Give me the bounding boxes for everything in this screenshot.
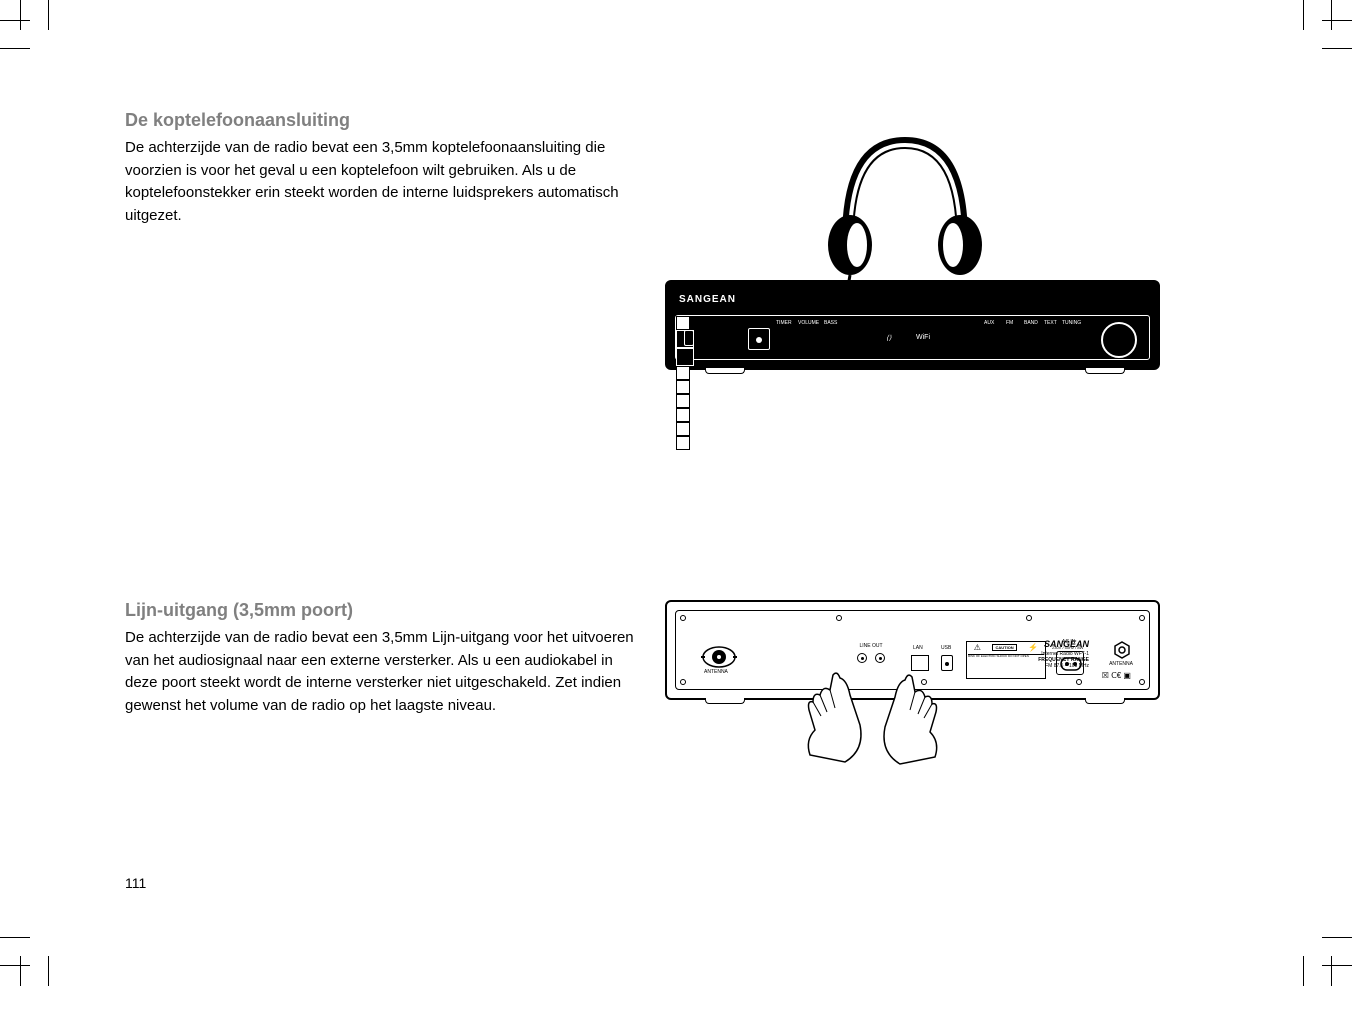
knob-band — [676, 408, 690, 422]
section-headphone: De koptelefoonaansluiting De achterzijde… — [125, 110, 1225, 380]
knob-4 — [676, 366, 690, 380]
crop-mark — [1303, 956, 1304, 986]
radio-body: SANGEAN ⟨⟩ WiFi — [665, 280, 1160, 370]
brand-label: SANGEAN — [679, 294, 736, 305]
crop-mark — [1322, 48, 1352, 49]
foot-left — [705, 698, 745, 704]
screw — [1026, 615, 1032, 621]
freq-range: FM 87.5 – 108 MHz — [1045, 663, 1089, 669]
foot-right — [1085, 368, 1125, 374]
label-timer: TIMER — [776, 320, 792, 326]
foot-right — [1085, 698, 1125, 704]
label-aux: AUX — [984, 320, 994, 326]
crop-mark — [1322, 937, 1352, 938]
crop-mark — [0, 965, 30, 966]
text-column: Lijn-uitgang (3,5mm poort) De achterzijd… — [125, 600, 635, 717]
crop-mark — [48, 956, 49, 986]
section-heading: De koptelefoonaansluiting — [125, 110, 635, 131]
screw — [680, 679, 686, 685]
illustration-headphone: SANGEAN ⟨⟩ WiFi — [665, 110, 1225, 380]
display-window — [748, 328, 770, 350]
screw — [1139, 679, 1145, 685]
wifi-label: WiFi — [916, 334, 930, 341]
crop-mark — [1331, 956, 1332, 986]
screw — [680, 615, 686, 621]
crop-mark — [0, 48, 30, 49]
crop-mark — [1322, 20, 1352, 21]
label-fm: FM — [1006, 320, 1013, 326]
label-bass: BASS — [824, 320, 837, 326]
knob-bass — [676, 348, 694, 366]
foot-left — [705, 368, 745, 374]
hand-right-icon — [865, 672, 950, 767]
crop-mark — [20, 956, 21, 986]
usb-label: USB — [941, 645, 951, 651]
section-body: De achterzijde van de radio bevat een 3,… — [125, 137, 635, 227]
back-brand: SANGEAN — [1044, 639, 1089, 649]
front-panel: ⟨⟩ WiFi TIMER VOLUME BASS AUX — [675, 315, 1150, 360]
screw — [1139, 615, 1145, 621]
section-heading: Lijn-uitgang (3,5mm poort) — [125, 600, 635, 621]
knob-text — [676, 422, 690, 436]
crop-mark — [1303, 0, 1304, 30]
lan-port — [911, 655, 929, 671]
power-button — [684, 330, 694, 346]
crop-mark — [0, 20, 30, 21]
knob-fm — [676, 394, 690, 408]
logo-text: ⟨⟩ — [886, 334, 891, 342]
crop-mark — [1322, 965, 1352, 966]
label-volume: VOLUME — [798, 320, 819, 326]
tuning-dial — [1101, 322, 1137, 358]
text-column: De koptelefoonaansluiting De achterzijde… — [125, 110, 635, 227]
page-content: De koptelefoonaansluiting De achterzijde… — [125, 110, 1225, 1020]
caution-label: CAUTION — [992, 644, 1016, 651]
knob-aux — [676, 380, 690, 394]
radio-back-diagram: ANTENNA LINE OUT LAN USB — [665, 600, 1165, 800]
jack-right — [875, 653, 885, 663]
crop-mark — [1331, 0, 1332, 30]
antenna-label: ANTENNA — [704, 669, 728, 675]
line-out-jacks: LINE OUT — [846, 643, 896, 670]
illustration-lineout: ANTENNA LINE OUT LAN USB — [665, 600, 1225, 800]
screw — [1076, 679, 1082, 685]
section-lineout: Lijn-uitgang (3,5mm poort) De achterzijd… — [125, 600, 1225, 800]
antenna2-label: ANTENNA — [1109, 661, 1133, 667]
radio-front-diagram: SANGEAN ⟨⟩ WiFi — [665, 110, 1165, 380]
usb-port — [941, 655, 953, 671]
label-tuning: TUNING — [1062, 320, 1081, 326]
crop-mark — [20, 0, 21, 30]
knob-tuning — [676, 436, 690, 450]
caution-box: ⚠ CAUTION ⚡ RISK OF ELECTRIC SHOCK DO NO… — [966, 641, 1046, 679]
jack-left — [857, 653, 867, 663]
crop-mark — [48, 0, 49, 30]
label-band: BAND — [1024, 320, 1038, 326]
lan-label: LAN — [913, 645, 923, 651]
page-number: 111 — [125, 875, 146, 891]
antenna-connector-2 — [1113, 641, 1131, 659]
antenna-connector — [701, 646, 737, 668]
headphones-icon — [805, 110, 1005, 290]
line-out-label: LINE OUT — [846, 643, 896, 649]
screw — [836, 615, 842, 621]
knob-1 — [676, 316, 690, 330]
section-body: De achterzijde van de radio bevat een 3,… — [125, 627, 635, 717]
label-text: TEXT — [1044, 320, 1057, 326]
crop-mark — [0, 937, 30, 938]
